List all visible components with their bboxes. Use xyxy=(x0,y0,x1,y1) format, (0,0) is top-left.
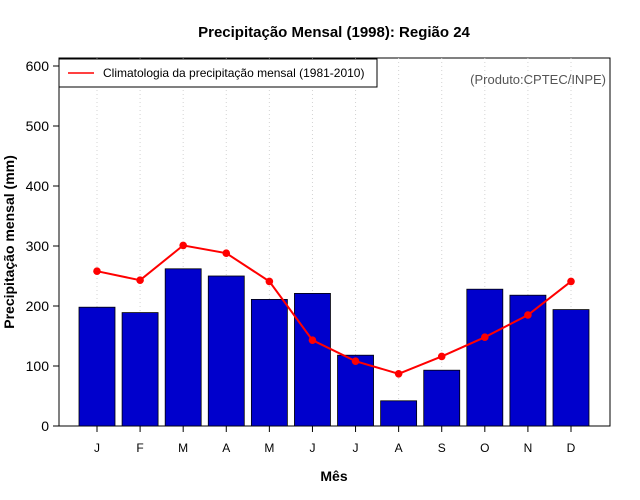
climatology-point-9 xyxy=(437,352,446,361)
bar-4 xyxy=(207,275,245,427)
bar-6 xyxy=(294,292,331,427)
x-tick-label-12: D xyxy=(567,441,576,455)
plot-frame xyxy=(58,57,611,427)
x-tick-label-2: F xyxy=(136,441,143,455)
product-credit: (Produto:CPTEC/INPE) xyxy=(470,72,606,87)
y-tick-label-500: 500 xyxy=(26,118,50,134)
climatology-line xyxy=(96,244,572,375)
x-tick-label-9: S xyxy=(438,441,446,455)
climatology-point-7 xyxy=(351,357,360,366)
bar-9 xyxy=(423,369,461,427)
bar-3 xyxy=(164,268,202,427)
y-tick-label-400: 400 xyxy=(26,178,50,194)
x-tick-label-11: N xyxy=(524,441,533,455)
y-tick-label-100: 100 xyxy=(26,358,50,374)
y-tick-label-200: 200 xyxy=(26,298,50,314)
bar-5 xyxy=(250,298,288,427)
y-axis-title: Precipitação mensal (mm) xyxy=(1,155,17,329)
climatology-point-8 xyxy=(394,370,403,378)
x-tick-label-1: J xyxy=(94,441,100,455)
x-tick-label-6: J xyxy=(309,441,315,455)
x-tick-label-10: O xyxy=(480,441,489,455)
x-axis-title: Mês xyxy=(320,468,347,484)
climatology-point-5 xyxy=(265,277,274,286)
climatology-point-10 xyxy=(481,333,489,342)
climatology-point-2 xyxy=(136,276,144,285)
x-tick-label-3: M xyxy=(178,441,188,455)
climatology-point-12 xyxy=(567,277,575,286)
chart-title: Precipitação Mensal (1998): Região 24 xyxy=(198,24,470,41)
y-axis: 0 100 200 300 400 500 600 xyxy=(26,58,59,434)
climatology-point-3 xyxy=(179,241,187,250)
x-tick-label-8: A xyxy=(395,441,403,455)
x-tick-label-4: A xyxy=(222,441,230,455)
y-tick-label-0: 0 xyxy=(41,418,49,434)
bar-12 xyxy=(552,309,590,427)
climatology-point-4 xyxy=(222,249,231,257)
y-tick-label-600: 600 xyxy=(26,58,50,74)
bar-10 xyxy=(466,288,504,427)
legend-box xyxy=(58,58,378,88)
climatology-point-1 xyxy=(93,267,101,276)
bar-7 xyxy=(337,354,374,427)
climatology-series xyxy=(93,241,575,378)
bar-series xyxy=(78,268,590,427)
legend: Climatologia da precipitação mensal (198… xyxy=(58,58,378,88)
legend-label-climatology: Climatologia da precipitação mensal (198… xyxy=(103,66,364,80)
y-tick-label-300: 300 xyxy=(26,238,50,254)
bar-2 xyxy=(121,312,159,427)
bar-8 xyxy=(380,400,418,427)
x-tick-label-7: J xyxy=(353,441,359,455)
bar-1 xyxy=(78,306,116,427)
x-tick-label-5: M xyxy=(264,441,274,455)
climatology-point-11 xyxy=(524,311,532,319)
climatology-point-6 xyxy=(308,336,317,345)
